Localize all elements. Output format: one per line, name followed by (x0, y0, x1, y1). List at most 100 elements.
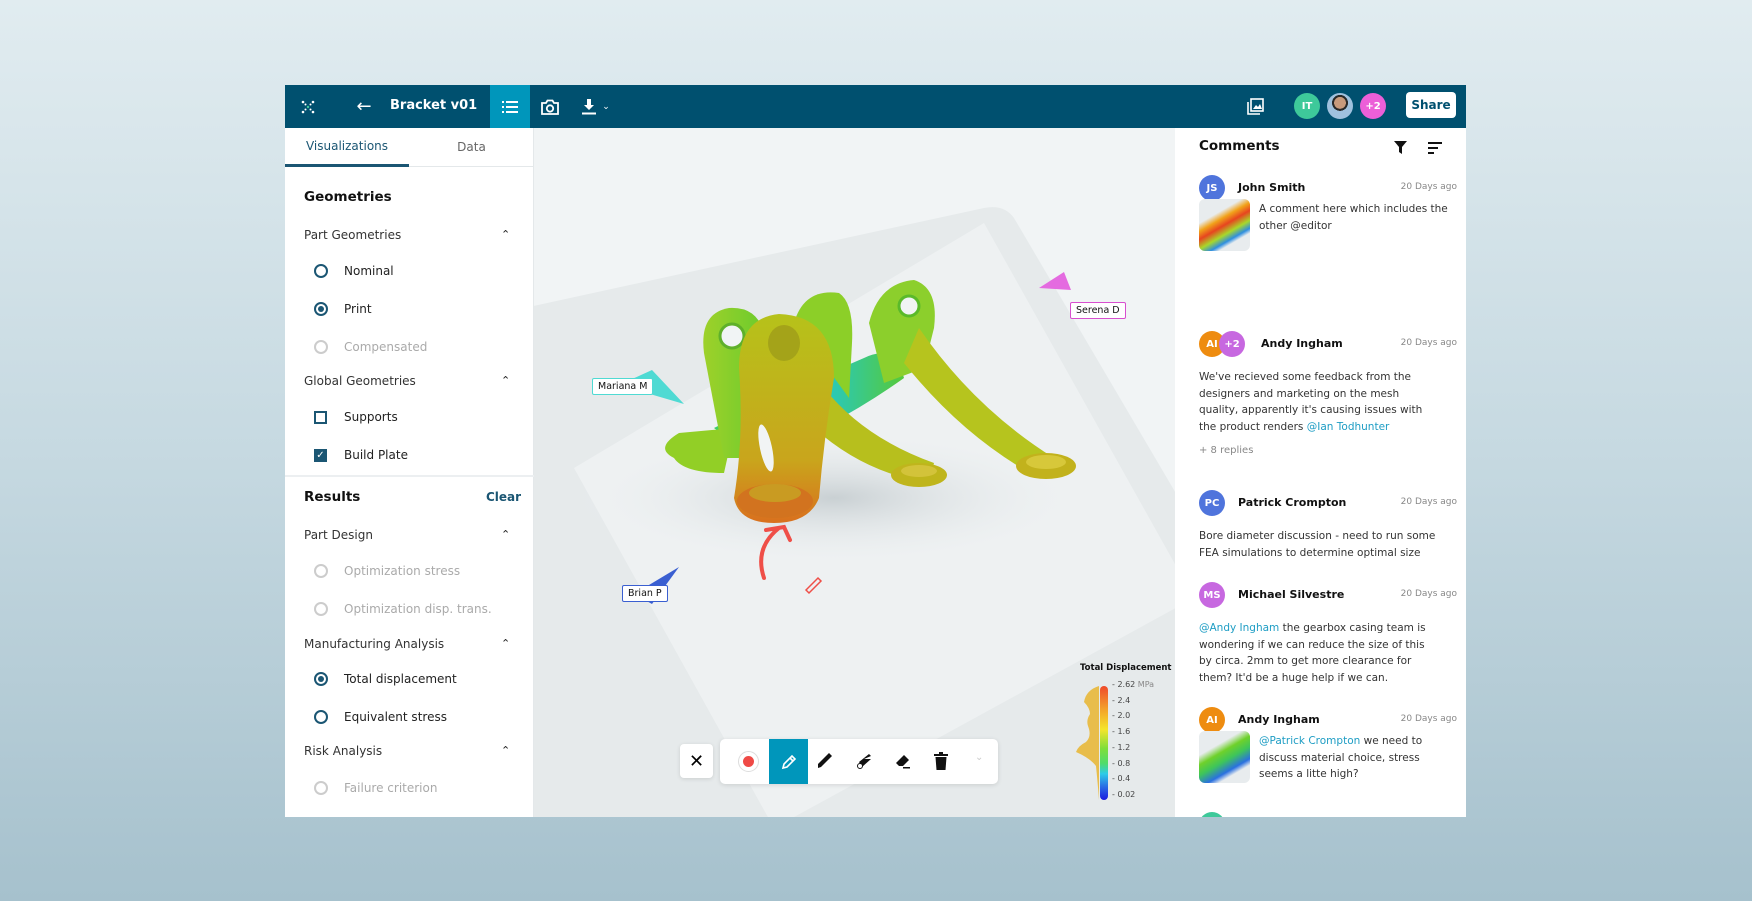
checkbox-build-plate[interactable]: ✓ Build Plate (314, 448, 408, 462)
collaborator-avatar[interactable]: IT (1294, 93, 1320, 119)
manufacturing-analysis-group[interactable]: Manufacturing Analysis (304, 637, 445, 651)
delete-button[interactable] (934, 752, 948, 774)
global-geometries-group[interactable]: Global Geometries (304, 374, 416, 388)
legend-tick-label: - 1.6 (1112, 727, 1131, 737)
gallery-icon[interactable] (1244, 85, 1266, 128)
comment-item[interactable]: MS Michael Silvestre 20 Days ago @Andy Ingh… (1199, 582, 1457, 712)
comment-text: @Patrick Crompton we need to discuss mat… (1259, 733, 1449, 783)
download-chevron-down-icon[interactable]: ⌄ (602, 101, 610, 112)
comment-time: 20 Days ago (1400, 497, 1457, 507)
collaborator-avatar-photo[interactable] (1327, 93, 1353, 119)
option-print[interactable]: Print (314, 302, 372, 316)
risk-analysis-group[interactable]: Risk Analysis (304, 744, 383, 758)
option-compensated: Compensated (314, 340, 427, 354)
part-design-group[interactable]: Part Design (304, 528, 373, 542)
option-equivalent-stress[interactable]: Equivalent stress (314, 710, 447, 724)
chevron-up-icon[interactable]: ⌃ (501, 228, 511, 241)
comment-avatar[interactable]: MS (1199, 582, 1225, 608)
more-chevron-icon[interactable]: ⌄ (975, 752, 984, 763)
chevron-up-icon[interactable]: ⌃ (501, 744, 511, 757)
pencil-tool-button[interactable] (769, 739, 808, 784)
comment-item[interactable]: AI +2 Andy Ingham 20 Days ago We've recieved… (1199, 331, 1457, 461)
marker-label-brian[interactable]: Brian P (622, 585, 668, 602)
legend-unit: MPa (1137, 680, 1155, 689)
extra-participants-badge[interactable]: +2 (1219, 331, 1245, 357)
chevron-up-icon[interactable]: ⌃ (501, 637, 511, 650)
filter-icon[interactable] (1394, 139, 1407, 158)
drawing-toolbar: ⌄ (720, 739, 998, 784)
radio-selected[interactable] (314, 302, 328, 316)
chevron-up-icon[interactable]: ⌃ (501, 374, 511, 387)
mention-link[interactable]: @Ian Todhunter (1306, 420, 1390, 433)
marker-label-serena[interactable]: Serena D (1070, 302, 1126, 319)
sort-icon[interactable] (1428, 139, 1442, 158)
comment-body: Bore diameter discussion - need to run s… (1199, 530, 1436, 559)
tick-value: 2.4 (1117, 695, 1131, 705)
comment-body: the gearbox casing team is wondering if … (1199, 622, 1426, 684)
marker-label-mariana[interactable]: Mariana M (592, 378, 654, 395)
legend-tick-label: - 1.2 (1112, 742, 1131, 752)
left-panel: Visualizations Data Geometries Part Geom… (285, 128, 534, 817)
comment-item[interactable]: JS John Smith 20 Days ago A comment here wh… (1199, 175, 1457, 305)
comment-time: 20 Days ago (1400, 714, 1457, 724)
marker-tool-button[interactable] (855, 752, 873, 774)
results-heading: Results (304, 489, 361, 505)
comment-avatar[interactable]: AI (1199, 707, 1225, 733)
comment-text: Bore diameter discussion - need to run s… (1199, 528, 1439, 561)
list-view-button[interactable] (490, 85, 530, 128)
option-label: Supports (344, 410, 398, 424)
comment-item[interactable]: AI Andy Ingham 20 Days ago @Patrick Crompto… (1199, 707, 1457, 817)
legend-title: Total Displacement (1080, 663, 1172, 673)
bracket-model[interactable] (665, 280, 1076, 523)
part-geometries-group[interactable]: Part Geometries (304, 228, 402, 242)
comment-item[interactable]: PC Patrick Crompton 20 Days ago Bore diamet… (1199, 490, 1457, 620)
checkbox[interactable] (314, 410, 327, 424)
option-label: Build Plate (344, 448, 408, 462)
highlighter-tool-button[interactable] (816, 752, 834, 774)
app-logo-icon[interactable] (297, 85, 319, 128)
mention-link[interactable]: @Andy Ingham (1199, 622, 1280, 634)
comment-avatar[interactable]: PC (1199, 490, 1225, 516)
more-collaborators-badge[interactable]: +2 (1360, 93, 1386, 119)
radio-selected[interactable] (314, 672, 328, 686)
comment-item[interactable]: ITIan Todhunter20 Days ago (1199, 812, 1449, 817)
tab-visualizations[interactable]: Visualizations (285, 128, 409, 167)
option-nominal[interactable]: Nominal (314, 264, 394, 278)
record-button[interactable] (738, 751, 759, 772)
back-arrow-icon[interactable]: ← (356, 96, 372, 117)
legend-tick-label: - 2.62 MPa (1112, 680, 1155, 689)
trash-icon (934, 752, 948, 770)
option-label: Nominal (344, 264, 394, 278)
clear-button[interactable]: Clear (486, 490, 522, 504)
comment-author: Andy Ingham (1238, 713, 1320, 726)
annotation-arrow[interactable] (759, 524, 792, 580)
top-bar: ← Bracket v01 ⌄ IT +2 Share (285, 85, 1466, 128)
eraser-tool-button[interactable] (894, 752, 912, 774)
comment-thumbnail[interactable] (1199, 199, 1250, 251)
comment-thumbnail[interactable] (1199, 731, 1250, 783)
radio[interactable] (314, 264, 328, 278)
comment-time: 20 Days ago (1400, 182, 1457, 192)
checkbox-supports[interactable]: Supports (314, 410, 398, 424)
3d-viewport[interactable]: Mariana M Brian P Serena D Total Displac… (534, 128, 1175, 817)
comment-avatar[interactable]: IT (1199, 812, 1225, 817)
comment-time: 20 Days ago (1400, 338, 1457, 348)
close-toolbar-button[interactable]: ✕ (680, 744, 713, 778)
camera-icon[interactable] (538, 85, 562, 128)
replies-link[interactable]: + 8 replies (1199, 445, 1254, 456)
model-canvas[interactable] (534, 128, 1175, 817)
option-label: Print (344, 302, 372, 316)
tick-value: 0.4 (1117, 774, 1131, 784)
marker-cone-serena[interactable] (1039, 272, 1071, 290)
tab-data[interactable]: Data (409, 128, 534, 167)
checkbox-checked[interactable]: ✓ (314, 448, 327, 462)
chevron-up-icon[interactable]: ⌃ (501, 528, 511, 541)
option-total-displacement[interactable]: Total displacement (314, 672, 457, 686)
download-icon[interactable] (579, 85, 599, 128)
share-button[interactable]: Share (1406, 92, 1456, 118)
comment-avatar[interactable]: JS (1199, 175, 1225, 201)
pencil-cursor-icon (804, 576, 823, 595)
radio[interactable] (314, 710, 328, 724)
comments-panel: Comments JS John Smith 20 Days ago A commen… (1175, 128, 1466, 817)
mention-link[interactable]: @Patrick Crompton (1259, 735, 1361, 747)
